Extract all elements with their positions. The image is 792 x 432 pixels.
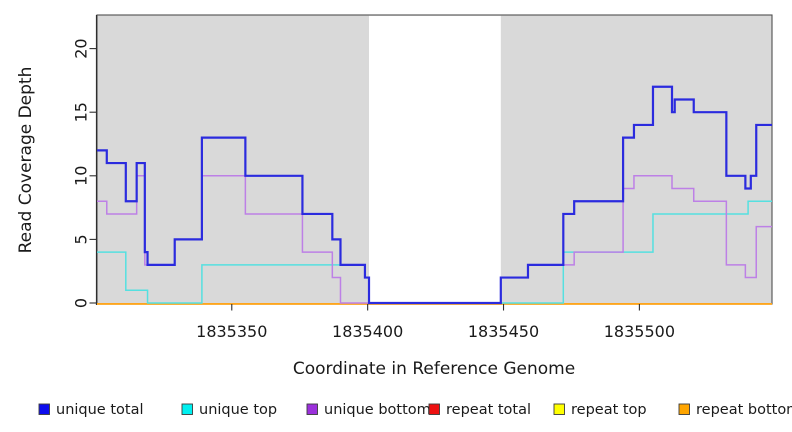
legend-label: repeat total	[446, 402, 531, 418]
x-tick-label: 1835450	[468, 322, 539, 341]
gap-region	[369, 15, 501, 304]
x-axis-title: Coordinate in Reference Genome	[293, 359, 575, 379]
legend-item-unique-total: unique total	[38, 402, 144, 418]
y-axis-title: Read Coverage Depth	[16, 67, 36, 254]
legend-label: repeat bottom	[696, 402, 792, 418]
legend-swatch	[38, 403, 50, 415]
legend-label: unique top	[199, 402, 277, 418]
series-line-unique-total	[97, 85, 772, 305]
legend-swatch	[181, 403, 193, 415]
legend-swatch	[428, 403, 440, 415]
y-tick-label: 0	[72, 298, 91, 308]
legend-item-unique-bottom: unique bottom	[306, 402, 431, 418]
y-tick-label: 5	[72, 234, 91, 244]
legend-label: unique total	[56, 402, 144, 418]
y-tick-label: 20	[72, 38, 91, 58]
x-tick-label: 1835350	[196, 322, 267, 341]
y-tick-label: 10	[72, 166, 91, 186]
x-tick-label: 1835500	[604, 322, 675, 341]
legend-label: repeat top	[571, 402, 647, 418]
axes: 0 5 10 15 20 1835350 1835400 1835450 1835500	[72, 15, 675, 341]
legend-swatch	[553, 403, 565, 415]
legend-item-unique-top: unique top	[181, 402, 277, 418]
legend-item-repeat-top: repeat top	[553, 402, 647, 418]
x-tick-label: 1835400	[332, 322, 403, 341]
legend-item-repeat-total: repeat total	[428, 402, 531, 418]
legend-label: unique bottom	[324, 402, 431, 418]
legend-item-repeat-bottom: repeat bottom	[678, 402, 792, 418]
series-lines	[97, 85, 772, 305]
y-tick-label: 15	[72, 102, 91, 122]
legend-swatch	[678, 403, 690, 415]
legend-swatch	[306, 403, 318, 415]
legend: unique total unique top unique bottom repea…	[38, 402, 792, 418]
